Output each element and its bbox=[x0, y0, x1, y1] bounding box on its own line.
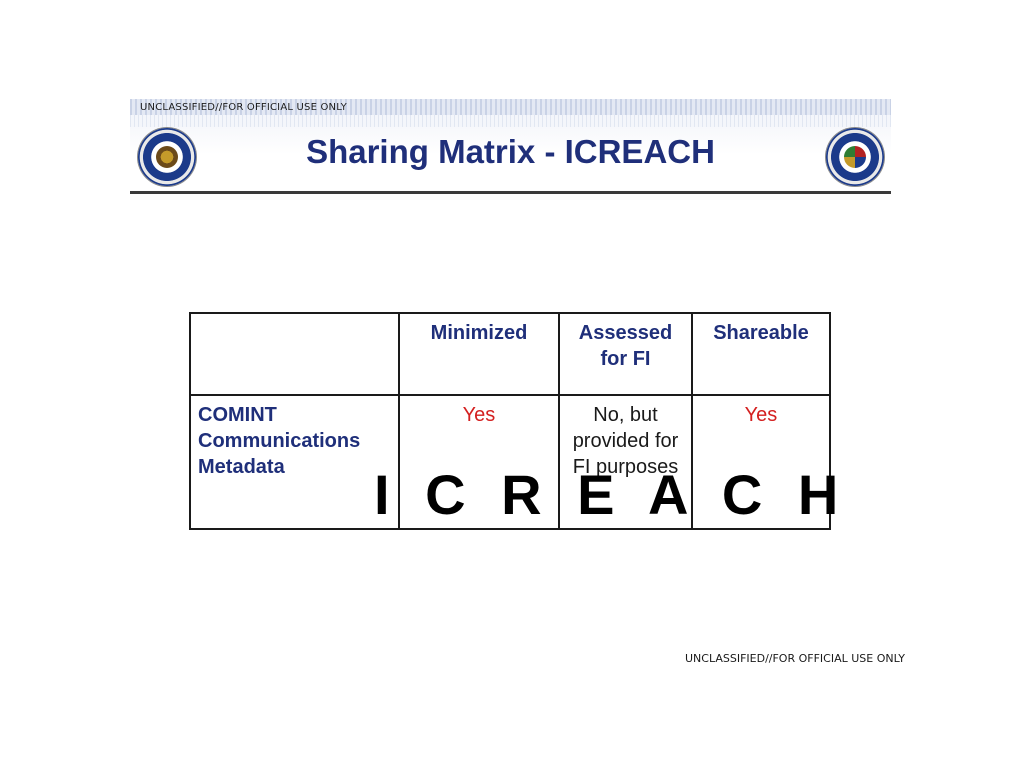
header-cell-shareable: Shareable bbox=[691, 312, 831, 396]
icreach-overlay-text: I C R E A C H bbox=[374, 463, 849, 526]
table-header-row: Minimized Assessed for FI Shareable bbox=[189, 312, 831, 396]
banner-pattern bbox=[130, 115, 891, 127]
row-label-comint: COMINT Communications Metadata bbox=[189, 394, 400, 530]
cell-shareable-value: Yes bbox=[691, 394, 831, 530]
header-banner: UNCLASSIFIED//FOR OFFICIAL USE ONLY Shar… bbox=[130, 99, 891, 194]
header-cell-empty bbox=[189, 312, 400, 396]
header-cell-assessed: Assessed for FI bbox=[558, 312, 693, 396]
table-row: COMINT Communications Metadata Yes No, b… bbox=[189, 394, 831, 530]
cell-assessed-value: No, but provided for FI purposes bbox=[558, 394, 693, 530]
nsa-seal-icon bbox=[138, 128, 196, 186]
classification-marking-top: UNCLASSIFIED//FOR OFFICIAL USE ONLY bbox=[140, 102, 347, 113]
slide-title: Sharing Matrix - ICREACH bbox=[306, 133, 715, 170]
classification-marking-bottom: UNCLASSIFIED//FOR OFFICIAL USE ONLY bbox=[685, 652, 905, 665]
header-cell-minimized: Minimized bbox=[398, 312, 560, 396]
banner-top-strip bbox=[130, 99, 891, 115]
sharing-matrix-table: Minimized Assessed for FI Shareable COMI… bbox=[189, 312, 831, 530]
css-seal-icon bbox=[826, 128, 884, 186]
cell-minimized-value: Yes bbox=[398, 394, 560, 530]
